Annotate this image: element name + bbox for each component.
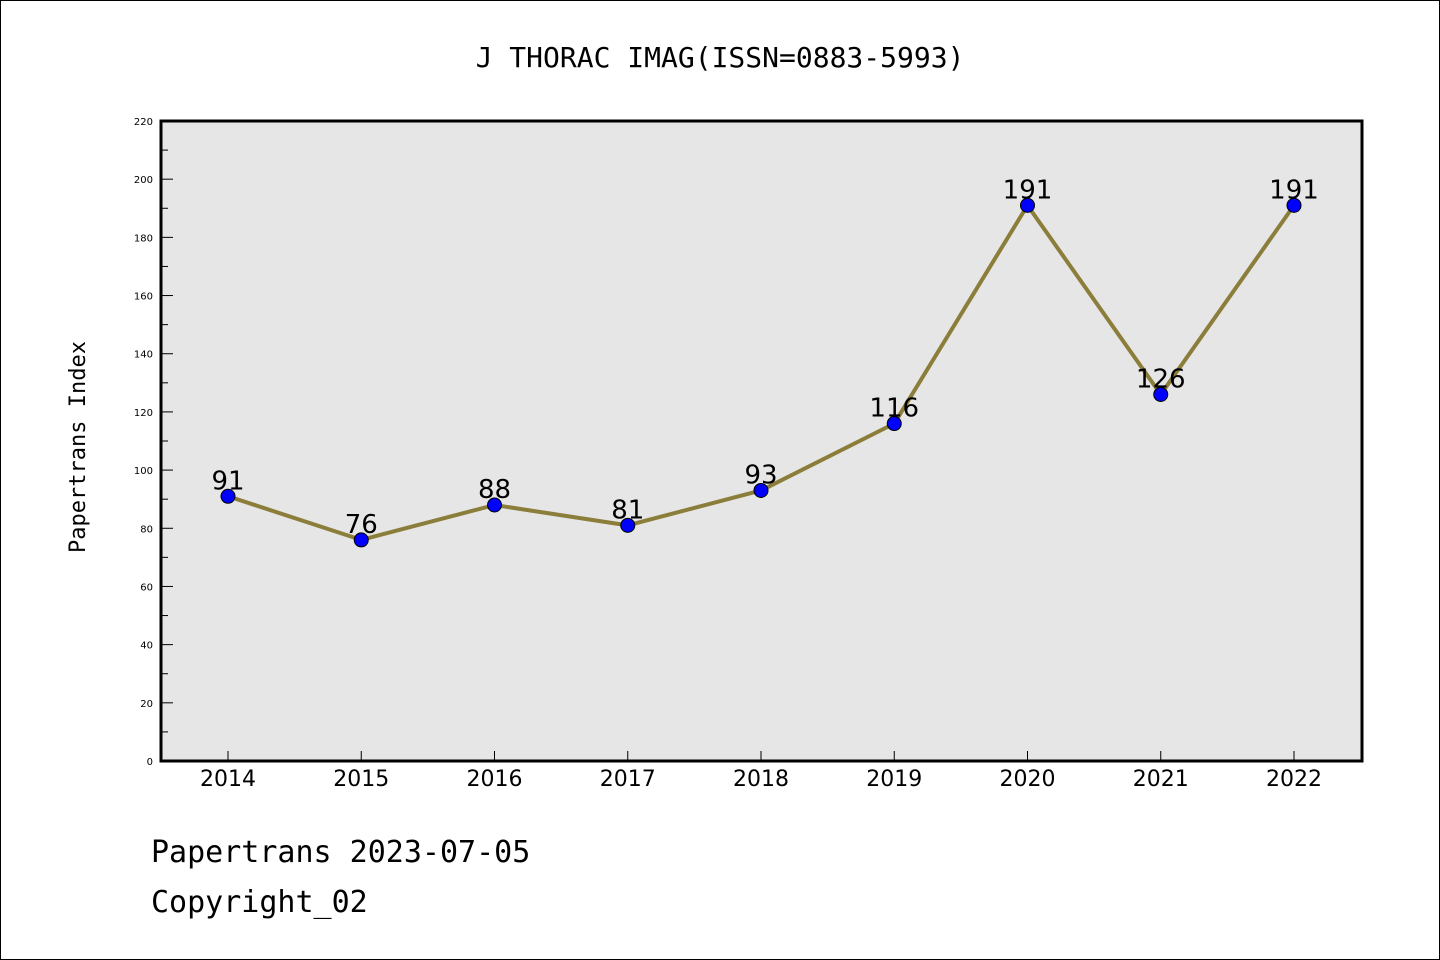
series-line-group [220, 197, 1302, 548]
x-tick-label: 2016 [467, 767, 523, 792]
data-label: 81 [611, 495, 644, 525]
y-tick-label: 160 [134, 292, 153, 303]
y-axis: 0 20 40 60 80 100 120 140 160 180 200 220 [134, 117, 173, 768]
x-tick-label: 2015 [333, 767, 389, 792]
y-tick-label: 0 [147, 757, 153, 768]
data-point [1020, 197, 1035, 213]
footer-date-text: Papertrans 2023-07-05 [151, 835, 531, 870]
y-tick-label: 20 [140, 699, 153, 710]
x-tick-label: 2018 [733, 767, 789, 792]
data-label: 116 [869, 394, 919, 424]
y-tick-label: 220 [134, 117, 153, 128]
plot-area [159, 119, 1364, 763]
data-point [1153, 386, 1169, 402]
data-label: 91 [211, 466, 244, 496]
y-axis-label: Papertrans Index [66, 341, 91, 553]
data-label: 88 [478, 475, 511, 505]
y-tick-label: 40 [140, 641, 153, 652]
data-point [753, 482, 769, 498]
chart-title: J THORAC IMAG(ISSN=0883-5993) [476, 41, 965, 74]
data-point [620, 517, 636, 533]
y-tick-label: 100 [134, 466, 153, 477]
y-tick-label: 200 [134, 175, 153, 186]
footer-copyright-text: Copyright_02 [151, 885, 368, 920]
y-tick-label: 80 [140, 524, 153, 535]
data-label: 126 [1136, 364, 1186, 394]
x-axis: 2014 2015 2016 2017 2018 2019 2020 2021 2022 [200, 751, 1322, 792]
y-tick-label: 60 [140, 582, 153, 593]
data-point [353, 532, 369, 548]
data-label: 191 [1003, 175, 1053, 205]
x-tick-label: 2014 [200, 767, 256, 792]
y-tick-label: 140 [134, 350, 153, 361]
data-point [220, 488, 236, 504]
data-label: 93 [744, 460, 777, 490]
data-label: 76 [345, 510, 378, 540]
x-tick-label: 2021 [1133, 767, 1189, 792]
x-tick-label: 2019 [866, 767, 922, 792]
data-label: 191 [1269, 175, 1319, 205]
x-tick-label: 2017 [600, 767, 656, 792]
data-point [487, 497, 502, 513]
y-tick-label: 180 [134, 233, 153, 244]
x-tick-label: 2022 [1266, 767, 1322, 792]
x-tick-label: 2020 [1000, 767, 1056, 792]
data-label-group: 91 76 88 81 93 116 191 126 191 [211, 175, 1318, 540]
y-tick-label: 120 [134, 408, 153, 419]
data-point [1286, 197, 1302, 213]
data-point [886, 416, 902, 432]
